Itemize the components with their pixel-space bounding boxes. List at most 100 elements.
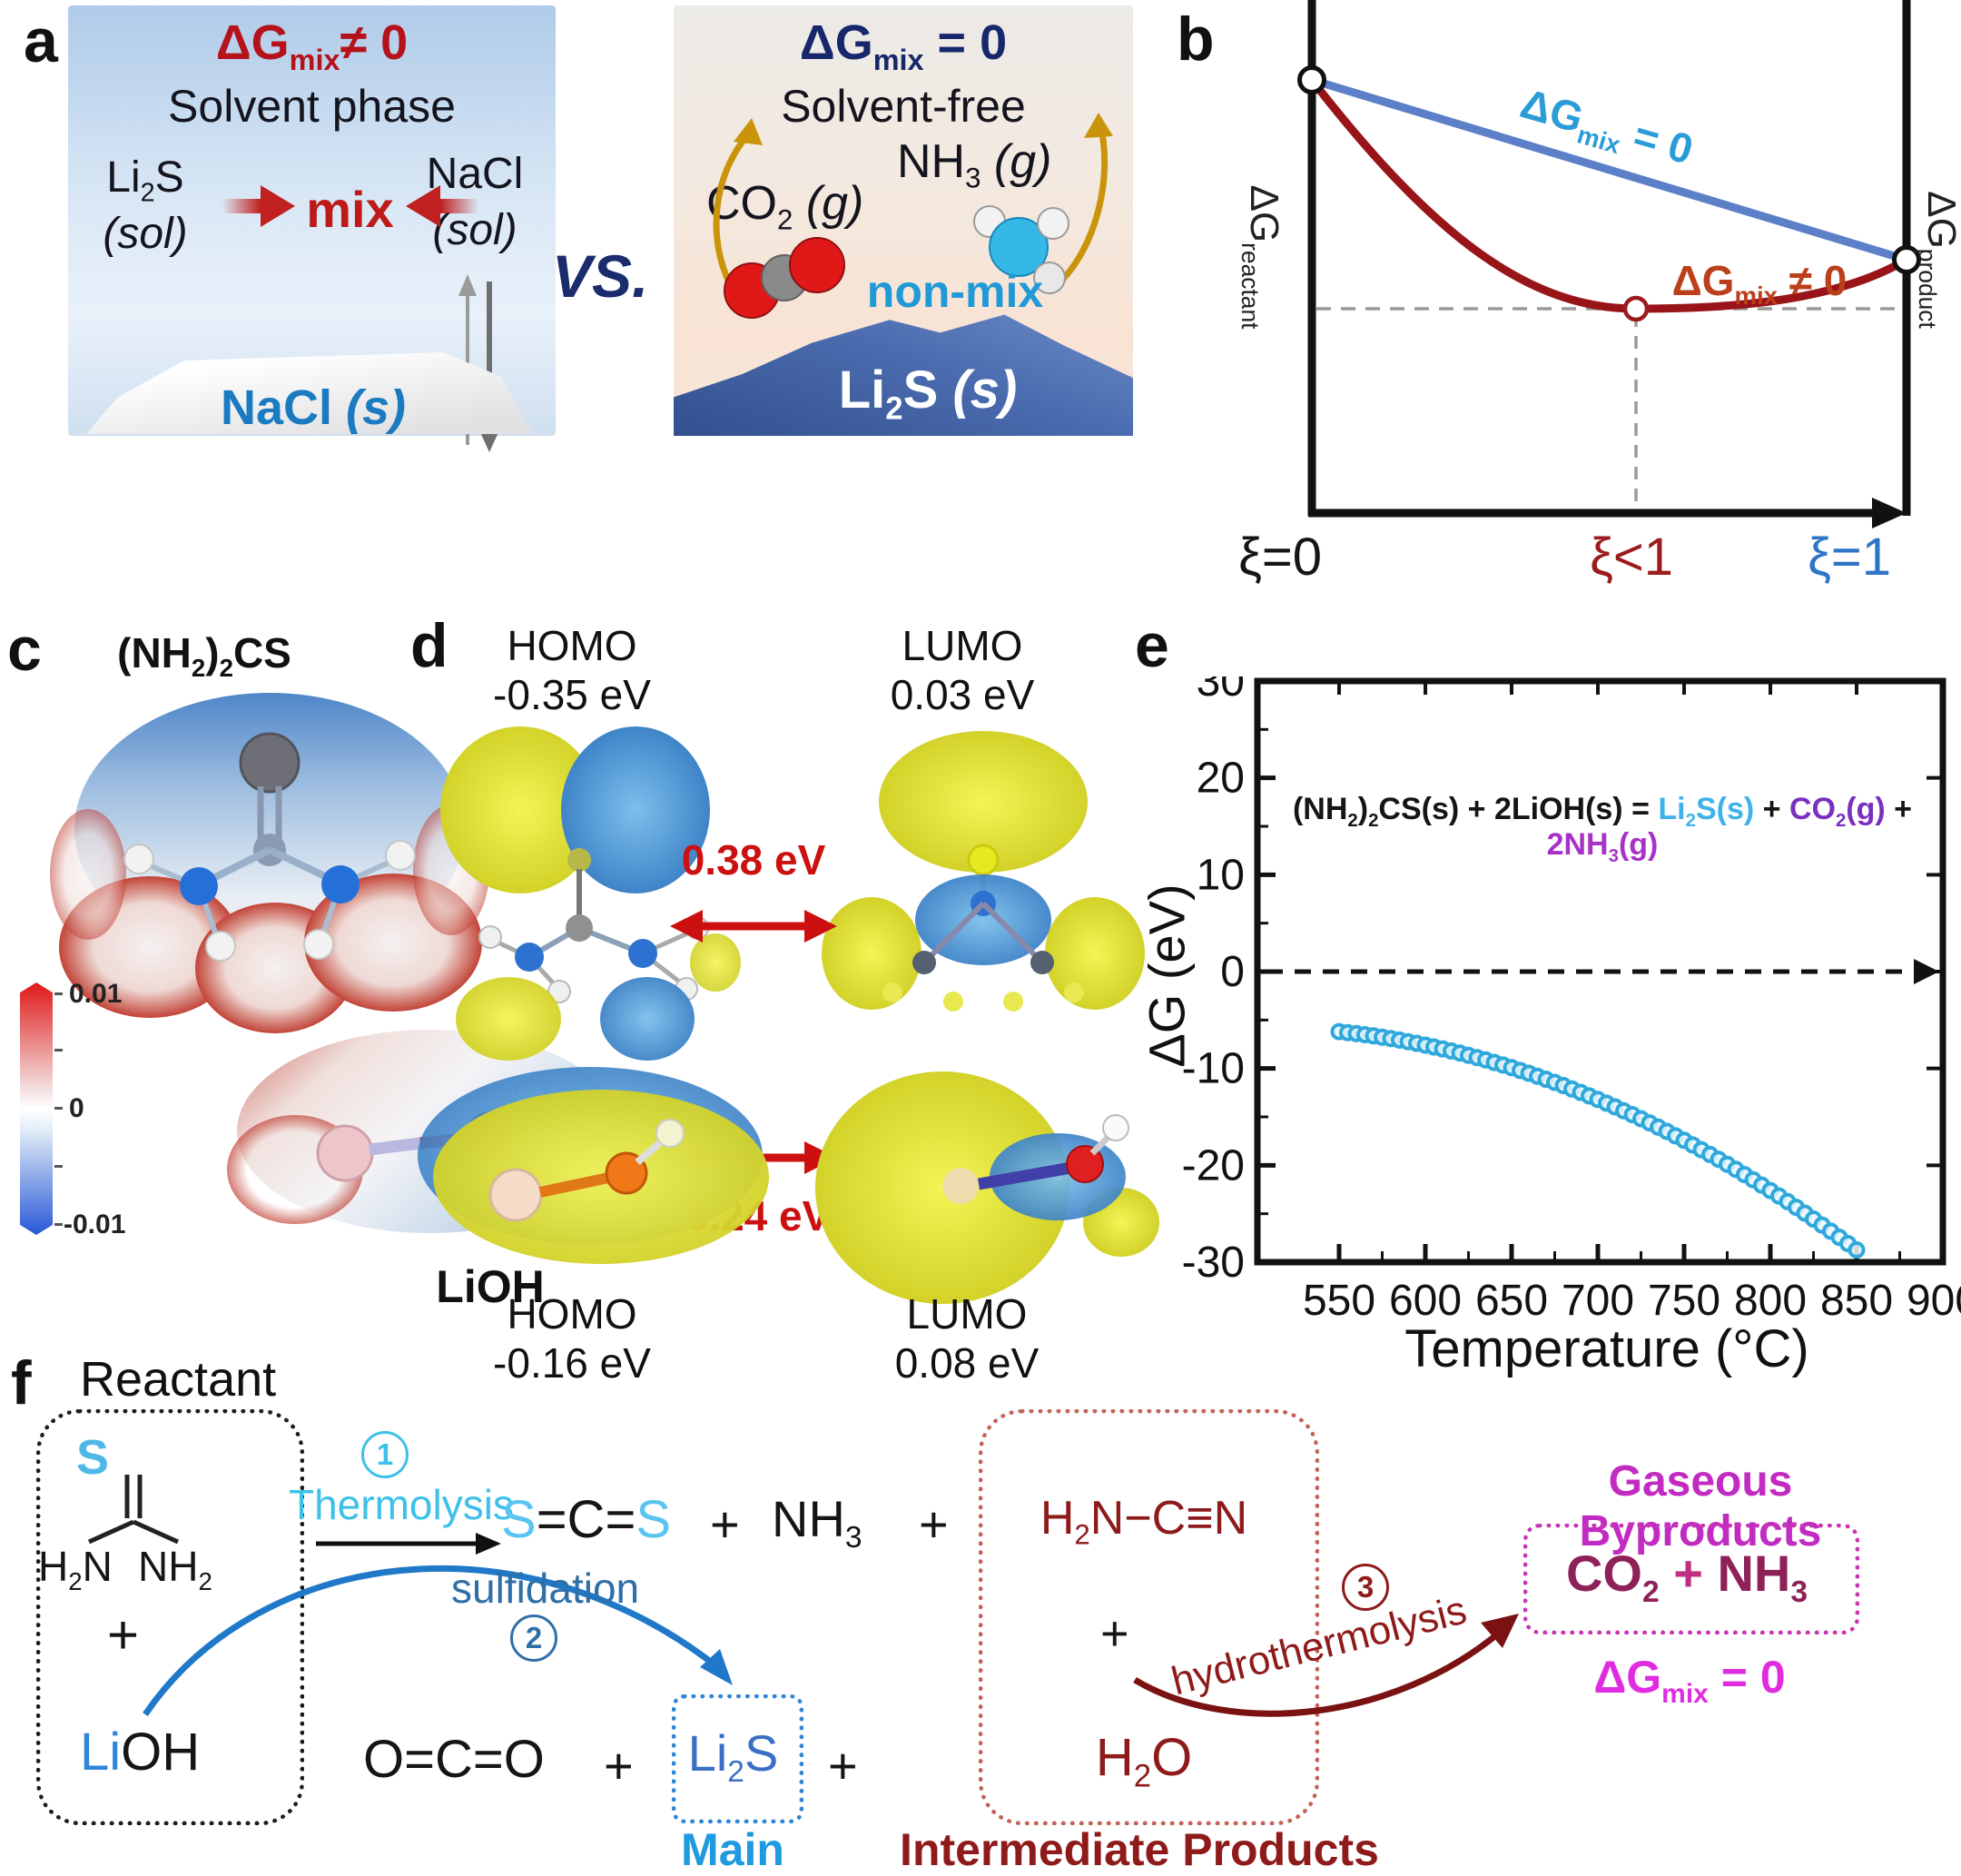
nh3-formula: NH3 <box>772 1490 862 1555</box>
svg-text:550: 550 <box>1303 1277 1375 1325</box>
solvent-free-label: Solvent-free <box>781 81 1026 132</box>
step2-number-badge: 2 <box>510 1614 557 1662</box>
colorbar-max-label: 0.01 <box>69 979 123 1009</box>
panel-d-label: d <box>410 611 448 680</box>
byproducts-formula: CO2 + NH3 <box>1565 1545 1808 1610</box>
plus-2: + <box>919 1496 949 1553</box>
thiourea-bonds-icon <box>87 1475 180 1544</box>
b-mix-nonzero-label: ΔGmix ≠ 0 <box>1671 257 1848 311</box>
b-xi-zero-tick: ξ=0 <box>1237 528 1323 587</box>
gas-arrow-right-icon <box>1054 113 1113 288</box>
intermediate-products-label: Intermediate Products <box>900 1824 1379 1875</box>
solvent-phase-label: Solvent phase <box>168 81 456 132</box>
step3-number-badge: 3 <box>1342 1564 1389 1611</box>
panel-a-label: a <box>24 6 58 75</box>
co2-molecule <box>724 237 845 319</box>
plus-intermediate: + <box>1100 1606 1129 1661</box>
b-mix-zero-line <box>1310 75 1908 264</box>
li2s-solid-label: Li2S (s) <box>838 360 1018 427</box>
colorbar-tick <box>54 1223 63 1226</box>
thiourea-nh2-label: NH2 <box>138 1543 212 1596</box>
gaseous-byproducts-box <box>1523 1524 1859 1634</box>
gmix-zero-title: ΔGmix = 0 <box>799 15 1008 76</box>
y-axis-title: ΔG (eV) <box>1138 884 1196 1068</box>
svg-text:30: 30 <box>1197 676 1245 706</box>
colorbar-mid-label: 0 <box>69 1093 84 1123</box>
solvent-phase-panel: ΔGmix≠ 0 Solvent phase Li2S (sol) NaCl (… <box>68 5 556 452</box>
svg-text:900: 900 <box>1907 1277 1961 1325</box>
thiourea-h2n-label: H2N <box>38 1543 113 1596</box>
homo-bottom-energy: -0.16 eV <box>493 1339 651 1387</box>
nacl-sol-formula: NaCl <box>426 150 524 198</box>
x-axis-title: Temperature (°C) <box>1404 1319 1809 1378</box>
main-product-label: Main Product <box>681 1824 784 1875</box>
non-mix-label: non-mix <box>866 266 1044 317</box>
lumo-top-label: LUMO <box>902 622 1023 669</box>
lioh-homo-orbital <box>418 1067 769 1264</box>
step1-thermolysis-label: Thermolysis <box>289 1481 514 1528</box>
colorbar-tick <box>54 992 63 995</box>
b-minimum-point <box>1622 295 1650 322</box>
thermolysis-arrow-icon <box>316 1533 501 1555</box>
plus-reactants: + <box>107 1604 140 1665</box>
plus-4: + <box>828 1737 858 1794</box>
step1-number-badge: 1 <box>361 1431 409 1478</box>
b-product-point <box>1892 245 1921 274</box>
dg-data-series <box>1330 1022 1866 1259</box>
b-xi-one-tick: ξ=1 <box>1807 528 1892 587</box>
lumo-bottom-energy: 0.08 eV <box>894 1339 1040 1387</box>
gmix-zero-annotation: ΔGmix = 0 <box>1593 1652 1786 1709</box>
vs-label: VS. <box>552 242 649 310</box>
colorbar-min-label: -0.01 <box>64 1210 126 1239</box>
svg-text:600: 600 <box>1389 1277 1462 1325</box>
panel-e-label: e <box>1135 611 1169 680</box>
gmix-nonzero-title: ΔGmix≠ 0 <box>215 15 409 76</box>
panel-f-label: f <box>11 1348 32 1417</box>
step2-sulfidation-label: sulfidation <box>451 1565 640 1612</box>
colorbar-tick <box>54 1165 63 1168</box>
svg-text:800: 800 <box>1734 1277 1807 1325</box>
lithium-atom-icon <box>316 1124 374 1182</box>
b-xi-min-tick: ξ<1 <box>1589 528 1674 587</box>
mix-arrow-left-icon <box>222 185 295 227</box>
lumo-top-energy: 0.03 eV <box>890 671 1035 718</box>
thiourea-lumo-orbital <box>822 731 1145 1012</box>
b-ylabel-product: ΔGproduct <box>1914 191 1961 329</box>
free-energy-diagram <box>1297 0 1921 528</box>
nitrogen-atom-icon <box>180 867 218 905</box>
gap-top-arrow-icon <box>670 910 837 943</box>
li2s-sol-state: (sol) <box>103 210 188 258</box>
plus-1: + <box>710 1496 740 1553</box>
li2s-sol-formula: Li2S <box>106 153 184 208</box>
colorbar-tick <box>54 1107 63 1110</box>
intermediate-box <box>979 1409 1319 1825</box>
panel-c-label: c <box>7 615 42 684</box>
li2s-product-formula: Li2S <box>687 1724 779 1790</box>
reactant-title: Reactant <box>80 1352 277 1407</box>
sulfidation-arrow-icon <box>143 1565 733 1716</box>
svg-text:20: 20 <box>1197 755 1245 803</box>
gap-top-label: 0.38 eV <box>681 836 826 884</box>
svg-text:700: 700 <box>1562 1277 1634 1325</box>
sulfur-atom-icon <box>239 732 301 794</box>
lumo-bottom-label: LUMO <box>906 1290 1028 1338</box>
svg-text:650: 650 <box>1475 1277 1548 1325</box>
reactant-box <box>36 1409 304 1825</box>
nacl-solid-label: NaCl (s) <box>220 380 407 435</box>
homo-top-label: HOMO <box>507 622 637 669</box>
svg-text:850: 850 <box>1820 1277 1893 1325</box>
svg-text:-20: -20 <box>1182 1141 1245 1190</box>
b-mix-nonzero-curve <box>1308 77 1909 313</box>
svg-text:0: 0 <box>1220 948 1245 996</box>
plus-3: + <box>604 1737 634 1794</box>
gaseous-byproducts-title: Gaseous Byproducts <box>1579 1457 1822 1555</box>
nh3-molecule <box>973 205 1069 294</box>
svg-text:-30: -30 <box>1182 1239 1245 1287</box>
lioh-label: LiOH <box>80 1723 201 1782</box>
li2s-product-box <box>672 1694 803 1823</box>
colorbar-tick <box>54 1049 63 1052</box>
h2o-formula: H2O <box>1095 1728 1193 1794</box>
thiourea-formula-label: (NH2)2CS <box>117 629 291 683</box>
b-ylabel-reactant: ΔGreactant <box>1237 184 1286 330</box>
